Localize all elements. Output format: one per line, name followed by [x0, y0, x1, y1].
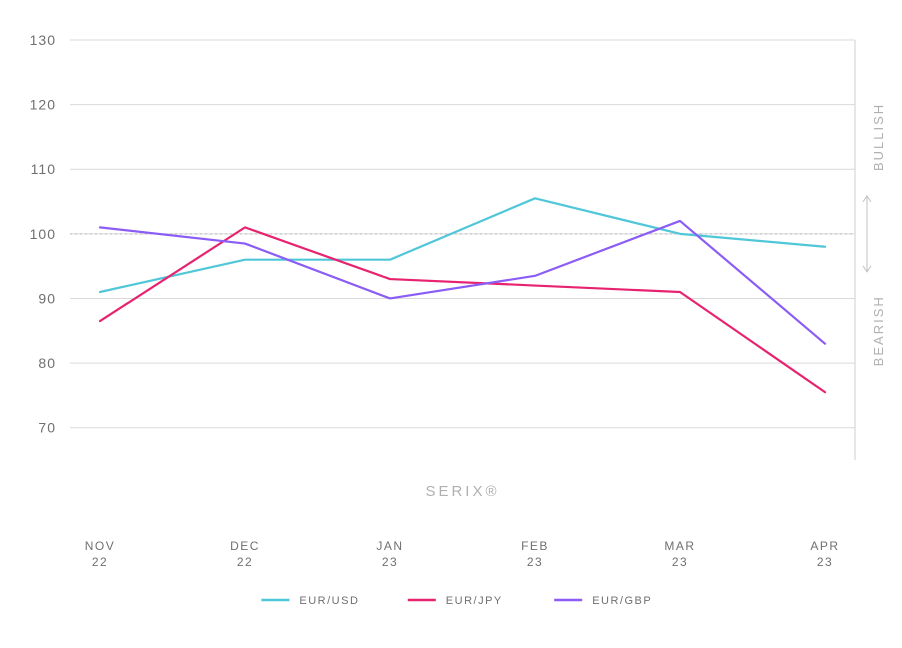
- x-tick-label: DEC: [230, 539, 260, 553]
- chart-svg: 70 80 90 100 110 120 130 SERIX® NOV 22 DEC 22 JAN 23 F…: [0, 0, 902, 648]
- x-tick-label: APR: [810, 539, 839, 553]
- y-tick-label: 90: [38, 290, 56, 306]
- y-tick-label: 130: [30, 32, 56, 48]
- bullish-label: BULLISH: [871, 103, 886, 171]
- x-tick-label: NOV: [85, 539, 116, 553]
- y-tick-label: 120: [30, 97, 56, 113]
- x-tick-sublabel: 23: [817, 555, 833, 569]
- x-tick-label: FEB: [521, 539, 549, 553]
- legend-label: EUR/USD: [299, 595, 359, 607]
- legend-label: EUR/JPY: [446, 595, 503, 607]
- chart-background: [0, 0, 902, 648]
- y-tick-label: 70: [38, 420, 56, 436]
- x-tick-label: JAN: [376, 539, 403, 553]
- x-tick-sublabel: 23: [382, 555, 398, 569]
- y-tick-label: 100: [30, 226, 56, 242]
- serix-line-chart: 70 80 90 100 110 120 130 SERIX® NOV 22 DEC 22 JAN 23 F…: [0, 0, 902, 648]
- x-tick-sublabel: 22: [92, 555, 108, 569]
- x-axis-title: SERIX®: [425, 483, 499, 500]
- legend-label: EUR/GBP: [592, 595, 652, 607]
- x-tick-sublabel: 23: [527, 555, 543, 569]
- y-tick-label: 110: [31, 161, 56, 177]
- x-tick-sublabel: 23: [672, 555, 688, 569]
- x-tick-label: MAR: [664, 539, 695, 553]
- bearish-label: BEARISH: [871, 295, 886, 366]
- y-tick-label: 80: [38, 355, 56, 371]
- x-tick-sublabel: 22: [237, 555, 253, 569]
